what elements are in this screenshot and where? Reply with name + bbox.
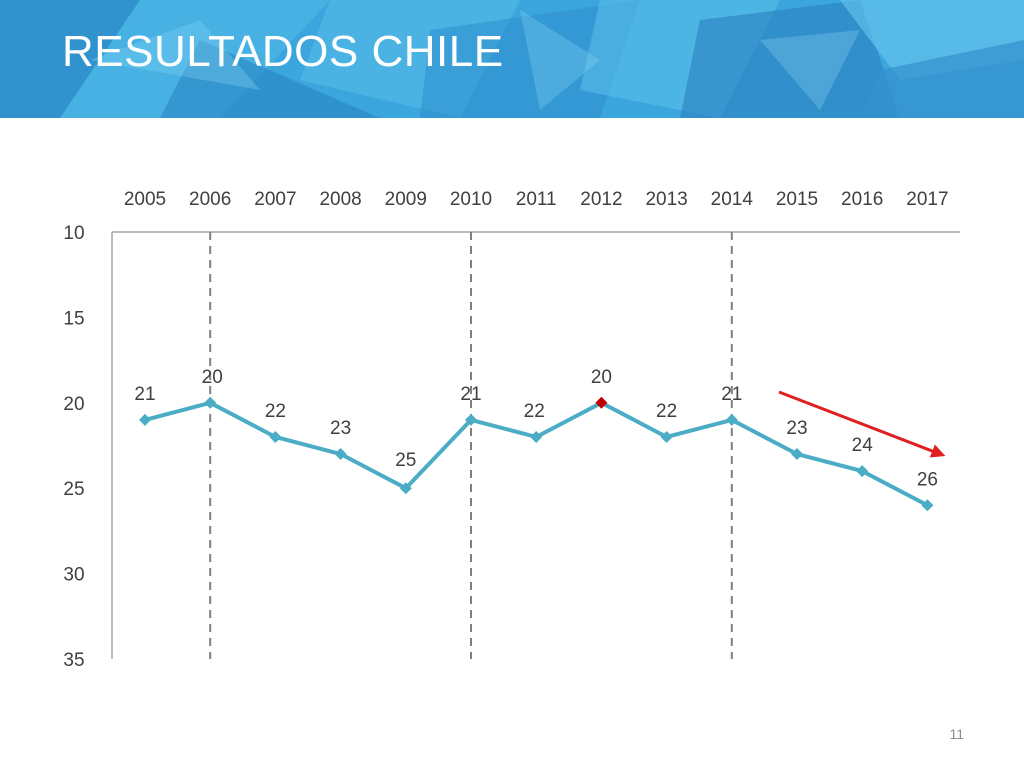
x-axis-ticks: 2005 2006 2007 2008 2009 2010 2011 2012 2013 2014… xyxy=(124,189,949,210)
data-label: 21 xyxy=(134,384,155,405)
data-point-marker xyxy=(595,396,608,409)
y-tick-label: 35 xyxy=(63,650,84,671)
data-label: 21 xyxy=(460,384,481,405)
data-label: 26 xyxy=(917,469,938,490)
data-label: 21 xyxy=(721,384,742,405)
x-tick-label: 2015 xyxy=(776,189,818,210)
title-banner: RESULTADOS CHILE xyxy=(0,0,1024,118)
x-tick-label: 2007 xyxy=(254,189,296,210)
y-tick-label: 20 xyxy=(63,394,84,415)
x-tick-label: 2012 xyxy=(580,189,622,210)
y-tick-label: 15 xyxy=(63,308,84,329)
trend-arrow-layer xyxy=(778,390,946,458)
data-label: 24 xyxy=(852,435,874,456)
data-point-marker xyxy=(204,396,217,409)
data-labels: 21 20 22 23 25 21 22 20 22 21 23 24 26 xyxy=(134,367,938,490)
y-tick-label: 30 xyxy=(63,565,84,586)
data-label: 22 xyxy=(265,401,286,422)
data-point-marker xyxy=(465,413,477,426)
data-label: 23 xyxy=(330,418,351,439)
x-tick-label: 2011 xyxy=(516,189,557,210)
data-label: 22 xyxy=(524,401,545,422)
data-label: 22 xyxy=(656,401,677,422)
data-point-marker xyxy=(334,448,347,461)
line-chart: 2005 2006 2007 2008 2009 2010 2011 2012 2013 2014… xyxy=(63,189,960,671)
data-point-marker xyxy=(399,482,412,495)
x-tick-label: 2005 xyxy=(124,189,166,210)
trend-arrow-line xyxy=(778,390,940,456)
x-tick-label: 2017 xyxy=(906,189,948,210)
y-tick-label: 25 xyxy=(63,479,84,500)
y-tick-label: 10 xyxy=(63,223,84,244)
data-point-marker xyxy=(530,430,543,443)
x-tick-label: 2006 xyxy=(189,189,231,210)
data-point-marker xyxy=(725,413,738,426)
x-tick-label: 2009 xyxy=(385,189,427,210)
slide-title: RESULTADOS CHILE xyxy=(62,27,504,76)
data-point-marker xyxy=(921,499,934,512)
page-number: 11 xyxy=(949,726,964,742)
y-axis-ticks: 10 15 20 25 30 35 xyxy=(63,223,84,671)
trend-arrow-head xyxy=(929,444,946,458)
data-point-marker xyxy=(856,465,869,478)
data-point-marker xyxy=(269,430,282,443)
data-point-marker xyxy=(791,448,803,461)
data-point-marker xyxy=(660,430,673,443)
x-tick-label: 2014 xyxy=(711,189,754,210)
data-point-marker xyxy=(139,413,151,426)
data-label: 23 xyxy=(786,418,807,439)
data-label: 25 xyxy=(395,450,416,471)
data-label: 20 xyxy=(202,367,223,388)
x-tick-label: 2010 xyxy=(450,189,492,210)
x-tick-label: 2013 xyxy=(645,189,687,210)
data-label: 20 xyxy=(591,367,612,388)
year-dividers xyxy=(209,232,733,659)
series-layer xyxy=(139,396,934,512)
x-tick-label: 2016 xyxy=(841,189,883,210)
banner-background xyxy=(0,0,1024,118)
x-tick-label: 2008 xyxy=(319,189,361,210)
chart-axes xyxy=(111,231,960,659)
